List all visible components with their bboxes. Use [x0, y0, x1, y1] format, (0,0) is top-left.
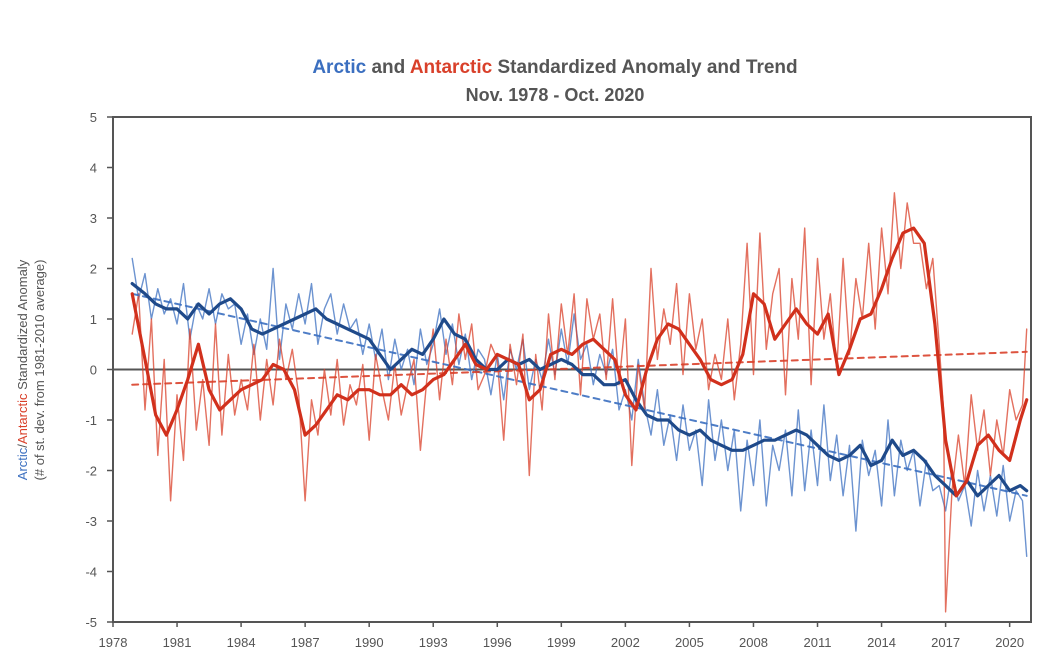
- ylabel-arctic: Arctic: [15, 447, 30, 480]
- series-layer: [113, 192, 1031, 613]
- chart-subtitle: Nov. 1978 - Oct. 2020: [466, 85, 645, 105]
- x-tick-label: 2020: [995, 635, 1024, 650]
- x-tick-label: 1987: [291, 635, 320, 650]
- y-axis-sublabel: (# of st. dev. from 1981-2010 average): [32, 260, 47, 481]
- ylabel-antarctic: Antarctic: [15, 393, 30, 444]
- x-tick-label: 1999: [547, 635, 576, 650]
- x-tick-label: 1993: [419, 635, 448, 650]
- y-tick-label: 3: [90, 211, 97, 226]
- title-rest: Standardized Anomaly and Trend: [492, 57, 797, 78]
- x-tick-label: 2002: [611, 635, 640, 650]
- y-tick-label: 2: [90, 262, 97, 277]
- series-line-arctic-12-month-running-mean: [130, 282, 1029, 498]
- y-tick-label: -4: [85, 565, 97, 580]
- y-tick-label: 4: [90, 161, 97, 176]
- chart-title: Arctic and Antarctic Standardized Anomal…: [312, 57, 797, 78]
- y-axis-label: Arctic/Antarctic Standardized Anomaly: [15, 259, 30, 480]
- x-tick-label: 1984: [227, 635, 256, 650]
- y-tick-label: 0: [90, 363, 97, 378]
- x-tick-label: 2014: [867, 635, 896, 650]
- y-tick-label: -1: [85, 413, 97, 428]
- x-tick-label: 1990: [355, 635, 384, 650]
- y-tick-label: -3: [85, 514, 97, 529]
- series-line-arctic-monthly-anomaly: [131, 257, 1028, 557]
- x-tick-label: 2017: [931, 635, 960, 650]
- x-tick-label: 1981: [163, 635, 192, 650]
- y-tick-label: -2: [85, 464, 97, 479]
- title-and: and: [366, 57, 410, 78]
- series-line-antarctic-12-month-running-mean: [130, 226, 1029, 498]
- title-antarctic: Antarctic: [410, 57, 493, 78]
- ylabel-slash: /: [15, 444, 30, 448]
- x-tick-label: 2008: [739, 635, 768, 650]
- x-tick-label: 1996: [483, 635, 512, 650]
- series-line-antarctic-trend: [131, 350, 1028, 386]
- x-tick-label: 2005: [675, 635, 704, 650]
- series-line-antarctic-monthly-anomaly: [131, 192, 1028, 613]
- ylabel-rest: Standardized Anomaly: [15, 259, 30, 393]
- x-tick-label: 2011: [804, 635, 832, 650]
- y-tick-label: 5: [90, 110, 97, 125]
- title-arctic: Arctic: [312, 57, 366, 78]
- y-tick-label: 1: [90, 312, 97, 327]
- x-tick-label: 1978: [99, 635, 128, 650]
- y-tick-label: -5: [85, 615, 97, 630]
